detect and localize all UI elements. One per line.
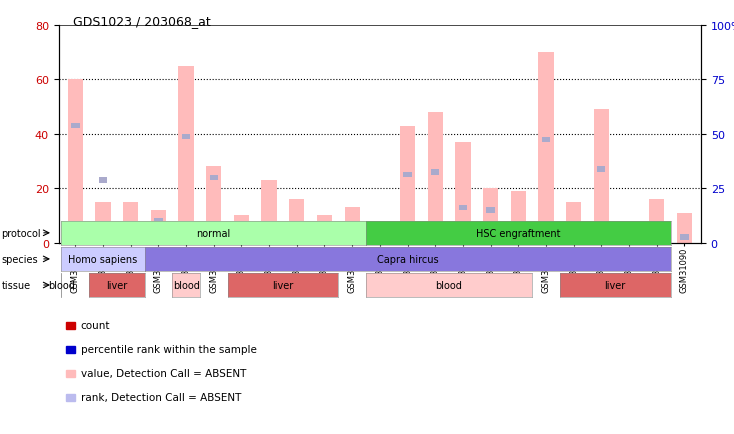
Bar xyxy=(400,126,415,243)
Text: blood: blood xyxy=(172,280,200,290)
Bar xyxy=(261,181,277,243)
Bar xyxy=(404,172,412,178)
Text: Homo sapiens: Homo sapiens xyxy=(68,254,138,264)
Bar xyxy=(348,224,356,230)
Bar xyxy=(487,208,495,213)
Text: GDS1023 / 203068_at: GDS1023 / 203068_at xyxy=(73,15,211,28)
Bar xyxy=(123,202,138,243)
Text: rank, Detection Call = ABSENT: rank, Detection Call = ABSENT xyxy=(81,392,241,402)
Text: liver: liver xyxy=(106,280,128,290)
Bar xyxy=(455,143,470,243)
Bar xyxy=(372,230,388,243)
Bar xyxy=(511,191,526,243)
Text: percentile rank within the sample: percentile rank within the sample xyxy=(81,345,257,354)
Text: species: species xyxy=(1,254,38,264)
Text: blood: blood xyxy=(435,280,462,290)
Text: HSC engraftment: HSC engraftment xyxy=(476,228,561,238)
Bar xyxy=(428,113,443,243)
Bar xyxy=(320,221,329,227)
Bar xyxy=(178,67,194,243)
Bar xyxy=(680,235,688,240)
Bar xyxy=(594,110,609,243)
Text: value, Detection Call = ABSENT: value, Detection Call = ABSENT xyxy=(81,368,246,378)
Bar xyxy=(459,205,467,210)
Bar xyxy=(237,224,246,230)
Bar xyxy=(99,178,107,183)
Bar xyxy=(210,175,218,181)
Bar xyxy=(68,80,83,243)
Bar xyxy=(150,210,166,243)
Bar xyxy=(514,238,523,243)
Bar xyxy=(622,224,636,243)
Bar xyxy=(538,53,553,243)
Bar xyxy=(483,189,498,243)
Bar xyxy=(597,167,606,172)
Bar xyxy=(566,202,581,243)
Bar xyxy=(182,135,190,140)
Text: protocol: protocol xyxy=(1,228,41,238)
Bar xyxy=(289,200,305,243)
Text: liver: liver xyxy=(605,280,626,290)
Text: blood: blood xyxy=(48,280,75,290)
Bar xyxy=(542,137,550,143)
Bar xyxy=(649,200,664,243)
Bar xyxy=(265,224,273,230)
Bar xyxy=(376,224,384,230)
Text: tissue: tissue xyxy=(1,280,31,290)
Bar xyxy=(431,170,440,175)
Bar xyxy=(95,202,111,243)
Bar xyxy=(625,232,633,238)
Bar xyxy=(653,232,661,238)
Text: normal: normal xyxy=(197,228,231,238)
Bar xyxy=(317,216,332,243)
Bar xyxy=(126,221,135,227)
Bar xyxy=(293,221,301,227)
Bar xyxy=(344,208,360,243)
Text: count: count xyxy=(81,321,110,330)
Bar xyxy=(206,167,222,243)
Bar xyxy=(234,216,249,243)
Text: Capra hircus: Capra hircus xyxy=(377,254,438,264)
Bar xyxy=(154,219,162,224)
Bar xyxy=(71,124,79,129)
Text: liver: liver xyxy=(272,280,294,290)
Bar xyxy=(677,213,692,243)
Bar xyxy=(570,238,578,243)
